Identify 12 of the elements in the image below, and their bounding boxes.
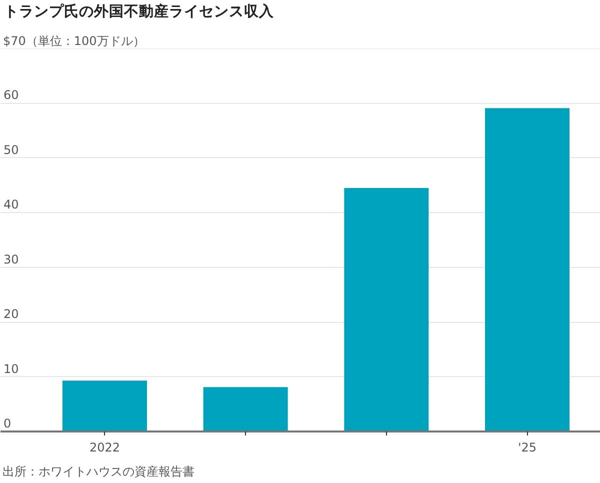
text: 出所：ホワイトハウスの資産報告書 [2,464,194,478]
y-tick-label: 0 [4,416,12,430]
y-tick-label: 60 [4,88,19,102]
y-tick-label: 30 [4,252,19,266]
x-tick-label: 2022 [89,440,120,454]
y-tick-label: 50 [4,142,19,157]
chart-title: トランプ氏の外国不動産ライセンス収入 [4,2,274,22]
y-tick-label: 40 [4,198,19,212]
y-tick-label: 20 [4,307,19,322]
y-tick-label: 10 [4,362,19,376]
y-tick-label: $70（単位：100万ドル） [3,34,145,48]
x-tick-label: '25 [518,440,537,454]
